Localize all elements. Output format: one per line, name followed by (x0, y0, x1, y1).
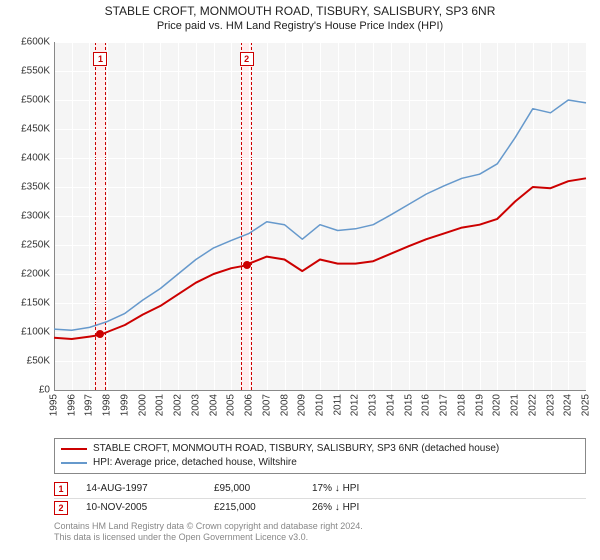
legend-label: STABLE CROFT, MONMOUTH ROAD, TISBURY, SA… (93, 442, 499, 456)
legend-item: HPI: Average price, detached house, Wilt… (61, 456, 579, 470)
sale-price: £95,000 (214, 483, 294, 494)
sale-row: 2 10-NOV-2005 £215,000 26% ↓ HPI (54, 499, 586, 517)
legend: STABLE CROFT, MONMOUTH ROAD, TISBURY, SA… (54, 438, 586, 474)
chart-container: STABLE CROFT, MONMOUTH ROAD, TISBURY, SA… (0, 0, 600, 560)
sales-table: 1 14-AUG-1997 £95,000 17% ↓ HPI 2 10-NOV-2005… (54, 480, 586, 517)
sale-marker-dot (243, 261, 251, 269)
series-line (54, 100, 586, 330)
line-chart: £0£50K£100K£150K£200K£250K£300K£350K£400… (8, 36, 592, 434)
footer-attribution: Contains HM Land Registry data © Crown c… (54, 521, 586, 544)
series-svg (8, 36, 592, 434)
legend-swatch (61, 448, 87, 450)
sale-marker-box: 1 (93, 52, 107, 66)
chart-subtitle: Price paid vs. HM Land Registry's House … (8, 20, 592, 32)
chart-title: STABLE CROFT, MONMOUTH ROAD, TISBURY, SA… (8, 4, 592, 20)
footer-line-1: Contains HM Land Registry data © Crown c… (54, 521, 586, 532)
legend-swatch (61, 462, 87, 464)
sale-row-marker: 1 (54, 482, 68, 496)
footer-line-2: This data is licensed under the Open Gov… (54, 532, 586, 543)
sale-price: £215,000 (214, 502, 294, 513)
sale-row-marker: 2 (54, 501, 68, 515)
legend-item: STABLE CROFT, MONMOUTH ROAD, TISBURY, SA… (61, 442, 579, 456)
sale-marker-dot (96, 330, 104, 338)
sale-row: 1 14-AUG-1997 £95,000 17% ↓ HPI (54, 480, 586, 499)
sale-marker-box: 2 (240, 52, 254, 66)
sale-delta: 26% ↓ HPI (312, 502, 412, 513)
sale-date: 10-NOV-2005 (86, 502, 196, 513)
sale-delta: 17% ↓ HPI (312, 483, 412, 494)
legend-label: HPI: Average price, detached house, Wilt… (93, 456, 297, 470)
series-line (54, 178, 586, 339)
sale-date: 14-AUG-1997 (86, 483, 196, 494)
